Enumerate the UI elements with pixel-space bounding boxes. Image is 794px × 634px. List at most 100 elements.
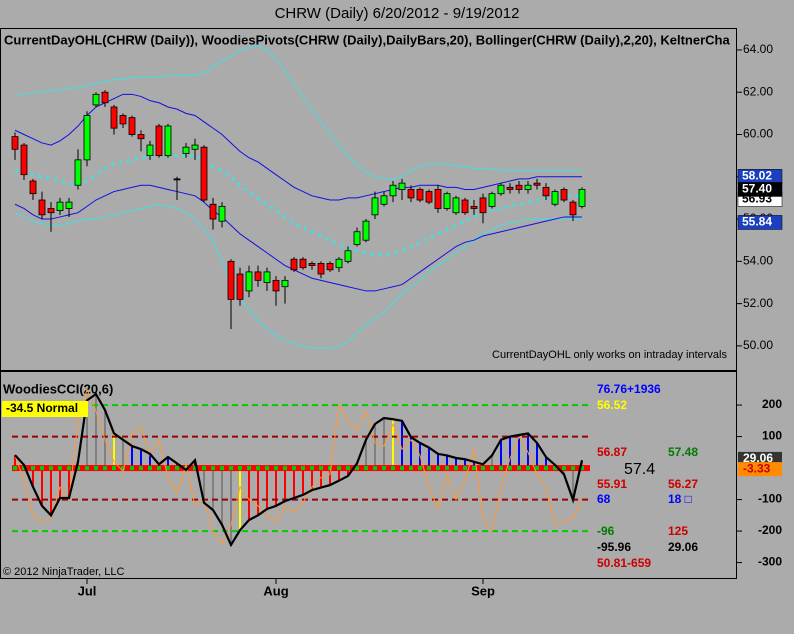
zero-marker — [202, 466, 206, 471]
candle-body — [578, 189, 586, 207]
zero-marker — [508, 466, 512, 471]
zero-marker — [535, 466, 539, 471]
candle-body — [245, 271, 253, 292]
candle-body — [443, 193, 451, 209]
candle-body — [20, 144, 28, 176]
candle-body — [281, 279, 289, 288]
y-tick-label: 54.00 — [743, 254, 773, 268]
zero-marker — [418, 466, 422, 471]
candle-body — [263, 271, 271, 283]
y-tick-label: 52.00 — [743, 296, 773, 310]
candle-body — [569, 201, 577, 216]
copyright: © 2012 NinjaTrader, LLC — [3, 566, 124, 578]
zero-marker — [553, 466, 557, 471]
candle-body — [371, 197, 379, 216]
y-tick-label: 200 — [762, 397, 782, 411]
zero-marker — [454, 466, 458, 471]
price-marker — [737, 215, 783, 230]
zero-marker — [409, 466, 413, 471]
zero-marker — [283, 466, 287, 471]
zero-marker — [265, 466, 269, 471]
readout: 29.06 — [668, 540, 698, 554]
candle-body — [506, 186, 514, 190]
candle-body — [317, 263, 325, 275]
y-tick-label: 64.00 — [743, 42, 773, 56]
zero-marker — [562, 466, 566, 471]
y-tick-label: -200 — [758, 523, 782, 537]
zero-marker — [175, 466, 179, 471]
candle-body — [56, 201, 64, 211]
candle-body — [380, 195, 388, 205]
zero-marker — [76, 466, 80, 471]
candle-body — [155, 125, 163, 157]
candle-body — [146, 144, 154, 157]
candle-body — [488, 193, 496, 207]
candle-body — [497, 184, 505, 195]
zero-marker — [112, 466, 116, 471]
candle-body — [524, 184, 532, 190]
zero-marker — [292, 466, 296, 471]
zero-marker — [166, 466, 170, 471]
indicator-list: CurrentDayOHL(CHRW (Daily)), WoodiesPivo… — [4, 32, 730, 47]
zero-marker — [346, 466, 350, 471]
readout: 56.27 — [668, 477, 698, 491]
candle-body — [92, 93, 100, 106]
x-tick-label: Jul — [78, 583, 97, 598]
band-line — [14, 93, 582, 201]
zero-marker — [67, 466, 71, 471]
zero-marker — [256, 466, 260, 471]
readout: 18 □ — [668, 492, 692, 506]
readout: -96 — [597, 524, 615, 538]
candle-body — [407, 189, 415, 199]
y-tick-label: 62.00 — [743, 84, 773, 98]
price-plot — [11, 45, 586, 349]
candle-body — [308, 263, 316, 266]
annotation: CurrentDayOHL only works on intraday int… — [492, 349, 727, 361]
zero-marker — [517, 466, 521, 471]
zero-marker — [445, 466, 449, 471]
readout: 50.81-659 — [597, 556, 651, 570]
badge-bg — [2, 401, 88, 417]
zero-marker — [274, 466, 278, 471]
price-panel — [0, 28, 737, 371]
zero-marker — [544, 466, 548, 471]
y-tick-label: 60.00 — [743, 127, 773, 141]
zero-marker — [238, 466, 242, 471]
candle-body — [479, 197, 487, 214]
zero-marker — [148, 466, 152, 471]
zero-marker — [247, 466, 251, 471]
zero-marker — [13, 466, 17, 471]
candle-body — [110, 106, 118, 129]
candle-body — [542, 186, 550, 197]
y-tick-label: 100 — [762, 429, 782, 443]
readout: 56.52 — [597, 398, 627, 412]
candle-body — [164, 125, 172, 157]
zero-marker — [157, 466, 161, 471]
readout: 68 — [597, 492, 611, 506]
candle-body — [38, 199, 46, 216]
x-tick-label: Sep — [471, 583, 495, 598]
zero-marker — [490, 466, 494, 471]
zero-marker — [526, 466, 530, 471]
zero-marker — [31, 466, 35, 471]
y-tick-label: -300 — [758, 555, 782, 569]
cci-line — [14, 392, 584, 548]
zero-marker — [364, 466, 368, 471]
candle-body — [65, 201, 73, 209]
zero-marker — [49, 466, 53, 471]
y-tick-label: 50.00 — [743, 338, 773, 352]
candle-body — [551, 191, 559, 205]
badge: -34.5 Normal — [6, 401, 78, 415]
zero-marker — [382, 466, 386, 471]
zero-marker — [436, 466, 440, 471]
zero-marker — [211, 466, 215, 471]
candle-body — [11, 136, 19, 150]
candle-body — [515, 184, 523, 190]
candle-body — [74, 159, 82, 186]
candle-body — [560, 189, 568, 201]
candle-body — [344, 250, 352, 262]
readout: 76.76+1936 — [597, 382, 661, 396]
candle-body — [182, 146, 190, 154]
